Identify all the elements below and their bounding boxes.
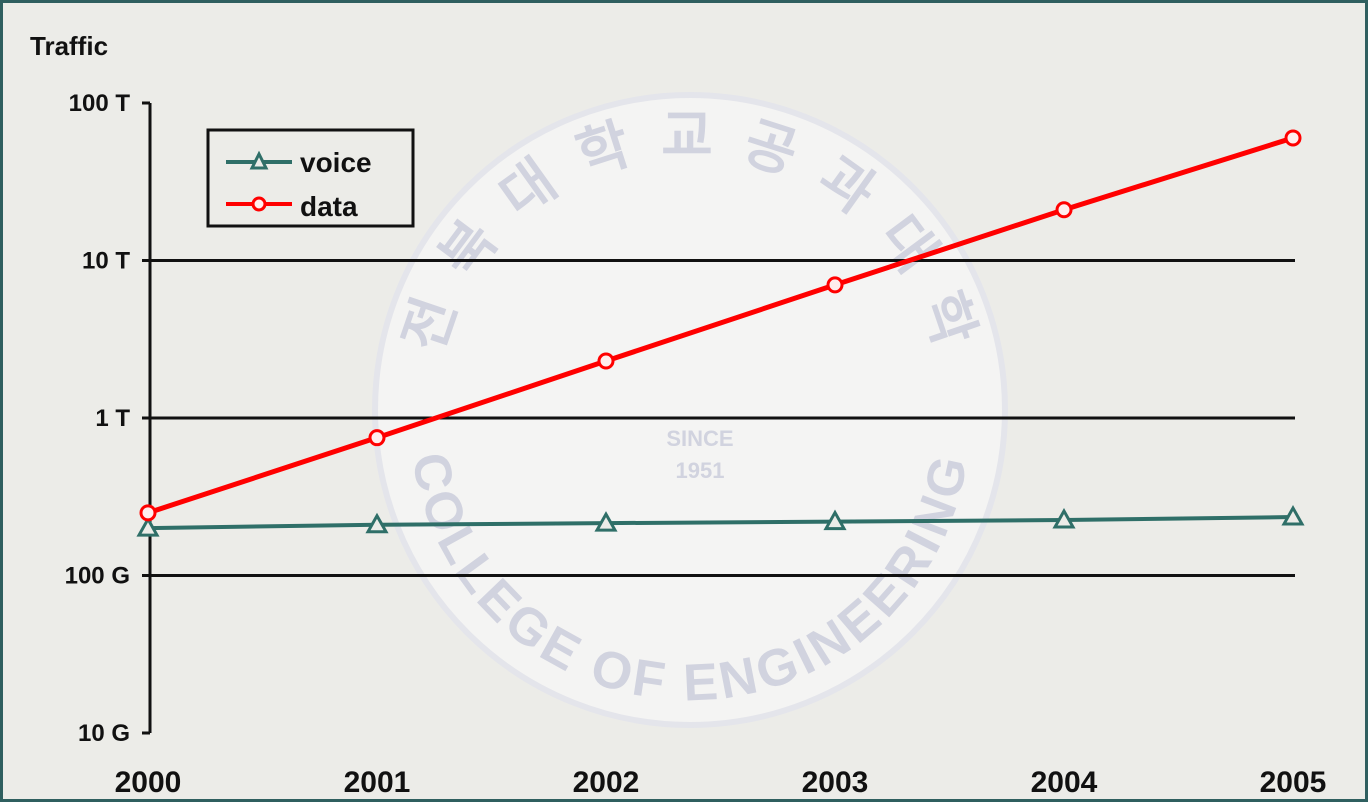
legend-data-marker <box>251 196 267 212</box>
legend-box <box>206 128 415 228</box>
seal-year-text: 1951 <box>676 458 725 483</box>
y-tick-label: 10 G <box>78 720 130 747</box>
point-data <box>1284 129 1302 147</box>
y-tick-label: 100 G <box>65 563 130 590</box>
series <box>136 129 1305 537</box>
y-tick-labels: 100 T 10 T 1 T 100 G 10 G <box>65 90 131 747</box>
y-tick-label: 1 T <box>95 405 130 432</box>
x-tick-labels: 2000 2001 2002 2003 2004 2005 <box>115 766 1327 799</box>
point-voice <box>594 511 618 532</box>
x-tick-label: 2000 <box>115 766 182 799</box>
y-axis-title: Traffic <box>30 31 108 61</box>
axes <box>142 101 152 735</box>
college-seal-watermark: 전 북 대 학 교 공 과 대 학 COLLEGE OF ENGINEERING… <box>372 92 1008 728</box>
legend-voice-marker <box>249 150 269 170</box>
point-data <box>597 352 615 370</box>
legend-voice-label: voice <box>300 147 372 178</box>
point-voice <box>823 509 847 531</box>
seal-since-text: SINCE <box>666 426 733 451</box>
legend-data-label: data <box>300 191 358 222</box>
point-data <box>368 429 386 447</box>
x-tick-label: 2005 <box>1260 766 1327 799</box>
point-voice <box>1052 507 1076 529</box>
legend: voice data <box>206 128 415 228</box>
series-line-voice <box>147 515 1294 531</box>
point-data <box>1055 201 1073 219</box>
point-voice <box>1281 504 1305 526</box>
point-data <box>826 276 844 294</box>
point-data <box>139 504 157 522</box>
x-tick-label: 2004 <box>1031 766 1098 799</box>
point-voice <box>136 516 160 537</box>
series-line-data <box>147 135 1294 516</box>
y-tick-label: 100 T <box>69 90 131 117</box>
x-tick-label: 2003 <box>802 766 869 799</box>
gridlines <box>150 259 1295 577</box>
point-voice <box>365 512 389 534</box>
x-tick-label: 2002 <box>573 766 640 799</box>
x-tick-label: 2001 <box>344 766 411 799</box>
y-tick-label: 10 T <box>82 248 130 275</box>
